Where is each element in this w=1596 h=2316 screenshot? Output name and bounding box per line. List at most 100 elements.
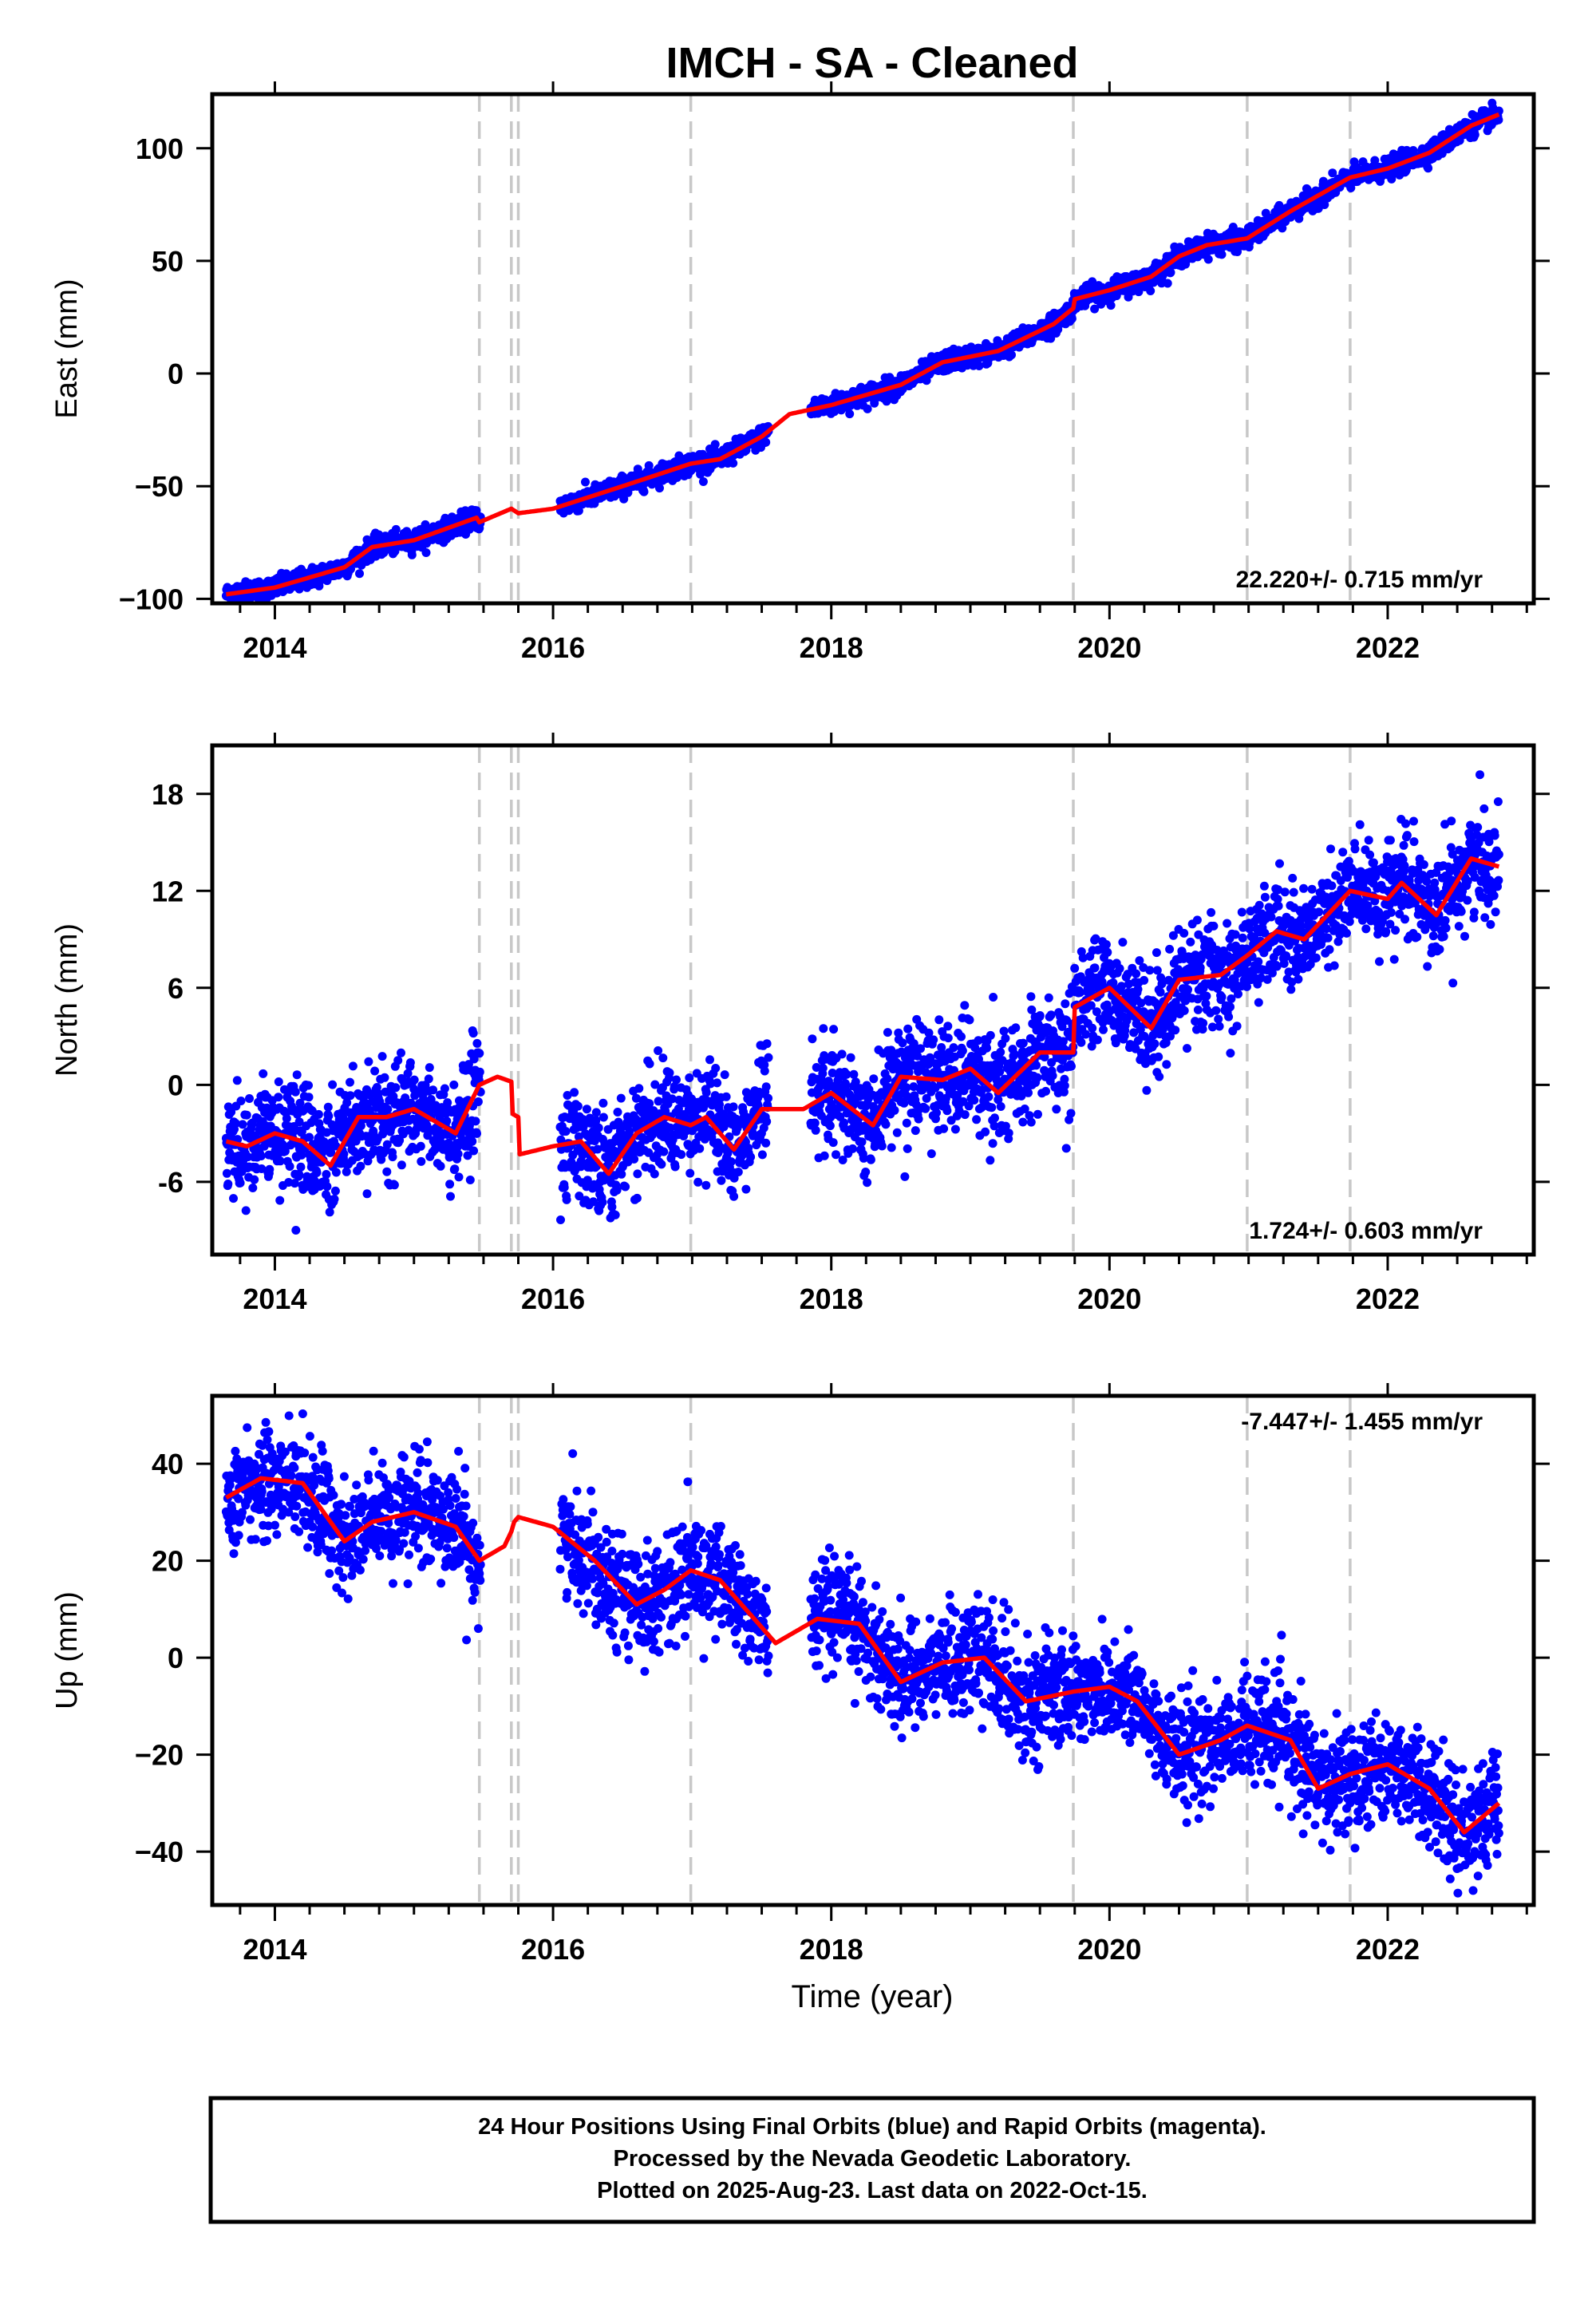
data-point (988, 1139, 998, 1148)
data-point (811, 1125, 820, 1135)
data-point (417, 1156, 426, 1166)
data-point (238, 1120, 247, 1129)
data-point (621, 1182, 630, 1192)
data-point (986, 1030, 995, 1040)
data-point (984, 1092, 994, 1101)
data-point (1018, 1117, 1028, 1127)
data-point (898, 1038, 907, 1048)
data-point (472, 1038, 482, 1048)
data-point (356, 1161, 365, 1171)
data-point (282, 1114, 291, 1123)
data-point (989, 993, 998, 1002)
data-point (445, 1180, 455, 1189)
data-point (701, 1088, 711, 1097)
data-point (921, 1104, 930, 1113)
data-point (324, 1111, 334, 1120)
data-point (1041, 1086, 1050, 1096)
data-point (1146, 287, 1156, 295)
figure-title: IMCH - SA - Cleaned (666, 39, 1078, 87)
data-point (453, 1149, 463, 1159)
data-point (729, 1192, 739, 1201)
data-point (440, 1084, 449, 1093)
data-point (639, 487, 649, 496)
data-point (883, 1074, 892, 1084)
data-point (845, 409, 855, 419)
data-point (594, 1123, 603, 1132)
x-tick-label: 2022 (1356, 631, 1420, 664)
data-point (1046, 1010, 1056, 1020)
data-point (429, 1085, 438, 1095)
data-point (939, 1124, 949, 1133)
x-tick-label: 2018 (800, 631, 863, 664)
data-point (383, 1105, 393, 1114)
data-point (710, 440, 720, 449)
data-point (330, 1195, 339, 1203)
data-point (355, 569, 364, 579)
y-axis-label: East (mm) (50, 279, 84, 418)
data-point (677, 1150, 686, 1160)
data-point (424, 1074, 433, 1084)
data-point (705, 1055, 714, 1065)
data-point (746, 1152, 756, 1162)
data-point (881, 1120, 891, 1129)
x-tick-label: 2016 (521, 631, 585, 664)
data-point (726, 1157, 736, 1167)
data-point (693, 1177, 703, 1187)
data-point (274, 1077, 283, 1086)
data-point (911, 1126, 920, 1136)
data-point (556, 1215, 565, 1224)
data-point (241, 1206, 251, 1215)
data-point (416, 1141, 425, 1151)
data-point (471, 1117, 480, 1126)
plot-area (212, 745, 1534, 1255)
data-point (382, 1167, 392, 1176)
data-point (409, 1075, 419, 1085)
data-point (902, 1118, 911, 1128)
data-point (1060, 1081, 1069, 1090)
data-point (436, 1161, 445, 1171)
data-point (825, 1121, 835, 1131)
data-point (1217, 250, 1227, 259)
data-point (346, 1091, 355, 1101)
data-point (981, 1127, 990, 1136)
data-point (223, 1180, 233, 1188)
data-point (1163, 279, 1172, 288)
data-point (469, 1146, 479, 1156)
data-point (454, 1172, 464, 1182)
data-point (887, 1143, 896, 1152)
data-point (630, 1154, 639, 1164)
data-point (840, 1079, 850, 1089)
data-point (570, 1088, 579, 1097)
data-point (650, 1169, 659, 1179)
data-point (717, 1176, 726, 1185)
data-point (393, 1056, 403, 1065)
data-point (391, 1083, 401, 1093)
data-point (900, 1172, 910, 1181)
data-point (330, 1186, 340, 1196)
data-point (616, 1093, 626, 1103)
data-point (464, 524, 474, 534)
data-point (1033, 1109, 1042, 1119)
data-point (397, 1048, 405, 1057)
data-point (1004, 1128, 1013, 1138)
data-point (1007, 350, 1016, 360)
data-point (1026, 1117, 1036, 1127)
data-point (1424, 164, 1433, 173)
data-point (757, 1150, 767, 1160)
data-point (475, 1049, 484, 1058)
data-point (999, 1026, 1009, 1036)
data-point (820, 1151, 829, 1160)
data-point (733, 1168, 743, 1176)
data-point (645, 1059, 654, 1069)
data-point (1001, 1034, 1010, 1043)
data-point (849, 1069, 859, 1079)
data-point (1166, 267, 1175, 277)
data-point (229, 1194, 238, 1203)
data-point (446, 1192, 455, 1201)
data-point (883, 1028, 892, 1037)
data-point (990, 1113, 999, 1123)
data-point (654, 1046, 663, 1055)
data-point (450, 1164, 460, 1174)
